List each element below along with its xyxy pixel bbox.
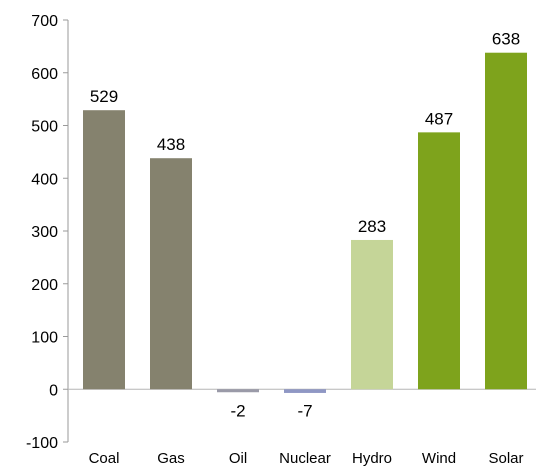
y-tick-label: -100 (26, 435, 58, 452)
category-label-oil: Oil (229, 450, 247, 467)
y-tick-label: 200 (31, 277, 58, 294)
bar-oil (217, 389, 259, 393)
data-label-solar: 638 (492, 30, 520, 49)
bar-coal (83, 110, 125, 390)
category-label-hydro: Hydro (352, 450, 392, 467)
bar-solar (485, 52, 527, 390)
data-label-nuclear: -7 (297, 401, 312, 420)
data-label-coal: 529 (90, 87, 118, 106)
bar-hydro (351, 239, 393, 390)
y-tick-label: 300 (31, 224, 58, 241)
y-tick-label: 500 (31, 119, 58, 136)
y-tick-label: 0 (49, 382, 58, 399)
data-label-oil: -2 (230, 401, 245, 420)
category-label-coal: Coal (89, 450, 120, 467)
category-label-solar: Solar (488, 450, 523, 467)
y-tick-label: 100 (31, 330, 58, 347)
category-label-nuclear: Nuclear (279, 450, 331, 467)
category-labels: Coal Gas Oil Nuclear Hydro Wind Solar (89, 450, 524, 467)
y-tick-label: 400 (31, 171, 58, 188)
data-label-wind: 487 (425, 109, 453, 128)
bar-wind (418, 132, 460, 390)
category-label-wind: Wind (422, 450, 456, 467)
y-tick-label: 600 (31, 66, 58, 83)
data-labels: 529 438 -2 -7 283 487 638 (90, 30, 520, 421)
data-label-hydro: 283 (358, 217, 386, 236)
bar-nuclear (284, 389, 326, 393)
bar-gas (150, 158, 192, 390)
data-label-gas: 438 (157, 135, 185, 154)
bars (83, 52, 527, 393)
category-label-gas: Gas (157, 450, 185, 467)
y-tick-label: 700 (31, 13, 58, 30)
